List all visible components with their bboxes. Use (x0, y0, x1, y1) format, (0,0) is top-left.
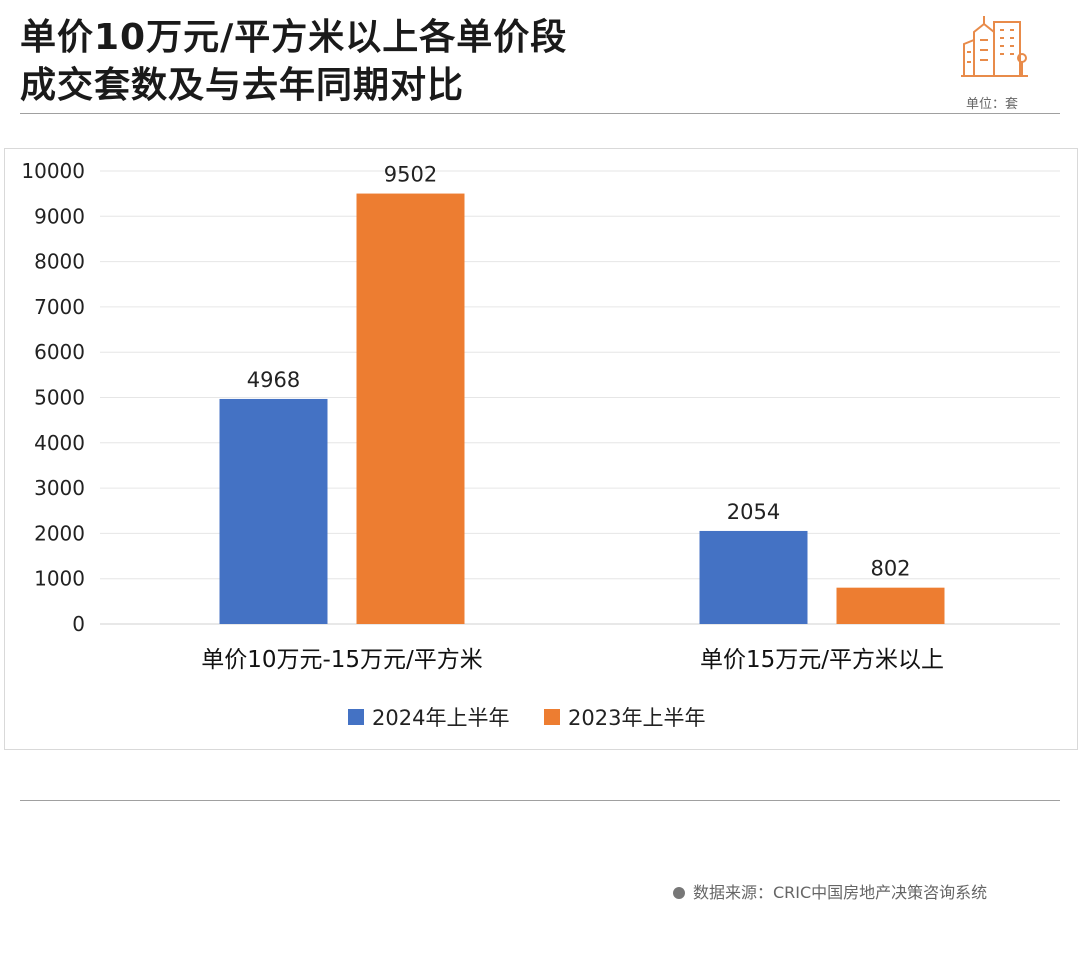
title-line-1: 单价10万元/平方米以上各单价段 (20, 17, 568, 58)
y-tick-label: 1000 (34, 567, 85, 591)
y-axis-ticks: 0 1000 2000 3000 4000 5000 6000 7000 8000 9000 100… (21, 159, 85, 636)
y-tick-label: 9000 (34, 204, 85, 228)
title-line-2: 成交套数及与去年同期对比 (20, 65, 465, 106)
legend: 2024年上半年 2023年上半年 (348, 706, 705, 730)
bar-2024-cat1 (219, 398, 328, 624)
data-label: 4968 (247, 368, 300, 392)
data-labels: 4968 9502 2054 802 (247, 163, 911, 581)
y-tick-label: 10000 (21, 159, 85, 183)
data-label: 9502 (384, 163, 437, 187)
legend-swatch (544, 709, 560, 725)
y-tick-label: 0 (72, 612, 85, 636)
y-tick-label: 3000 (34, 476, 85, 500)
legend-label: 2024年上半年 (372, 706, 509, 730)
bar-2023-cat1 (356, 193, 465, 625)
source-note: 数据来源：CRIC中国房地产决策咨询系统 (673, 879, 987, 903)
chart-frame (4, 148, 1078, 750)
y-tick-label: 8000 (34, 250, 85, 274)
y-tick-label: 6000 (34, 340, 85, 364)
y-tick-label: 7000 (34, 295, 85, 319)
chart-title: 单价10万元/平方米以上各单价段 成交套数及与去年同期对比 (20, 14, 567, 110)
header-divider (20, 113, 1060, 114)
legend-swatch (348, 709, 364, 725)
bullet-icon (673, 887, 685, 899)
y-tick-label: 2000 (34, 521, 85, 545)
y-tick-label: 5000 (34, 386, 85, 410)
unit-label: 单位：套 (966, 97, 1019, 112)
source-text: 数据来源：CRIC中国房地产决策咨询系统 (693, 883, 988, 902)
category-label: 单价10万元-15万元/平方米 (201, 647, 483, 673)
data-label: 802 (870, 557, 910, 581)
bar-2024-cat2 (699, 530, 808, 624)
category-label: 单价15万元/平方米以上 (700, 647, 944, 673)
category-labels: 单价10万元-15万元/平方米 单价15万元/平方米以上 (201, 647, 944, 673)
grid-lines (100, 170, 1060, 625)
buildings-icon (961, 16, 1028, 77)
y-tick-label: 4000 (34, 431, 85, 455)
bar-2023-cat2 (836, 587, 945, 624)
footer-divider (20, 800, 1060, 801)
bars (219, 193, 945, 625)
data-label: 2054 (727, 500, 780, 524)
legend-label: 2023年上半年 (568, 706, 705, 730)
